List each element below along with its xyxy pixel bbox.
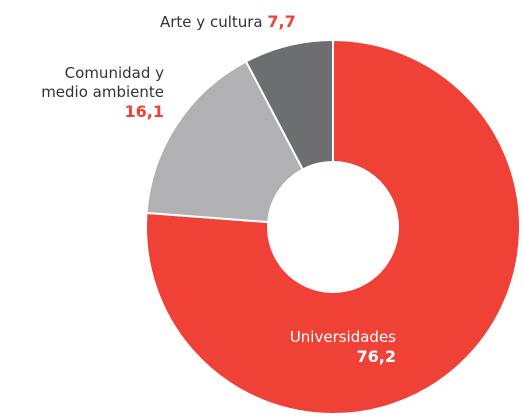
value-label: 7,7 xyxy=(267,12,296,31)
value-label: 16,1 xyxy=(124,102,164,121)
label-universidades: Universidades 76,2 xyxy=(270,328,396,366)
slice xyxy=(145,38,521,415)
label-comunidad: Comunidad y medio ambiente 16,1 xyxy=(38,64,164,121)
slice xyxy=(145,60,305,224)
category-label: Comunidad y medio ambiente xyxy=(41,64,164,101)
category-label: Universidades xyxy=(289,328,396,346)
slice xyxy=(244,38,334,171)
label-arte: Arte y cultura 7,7 xyxy=(160,12,296,32)
value-label: 76,2 xyxy=(356,347,396,366)
category-label: Arte y cultura xyxy=(160,13,263,31)
